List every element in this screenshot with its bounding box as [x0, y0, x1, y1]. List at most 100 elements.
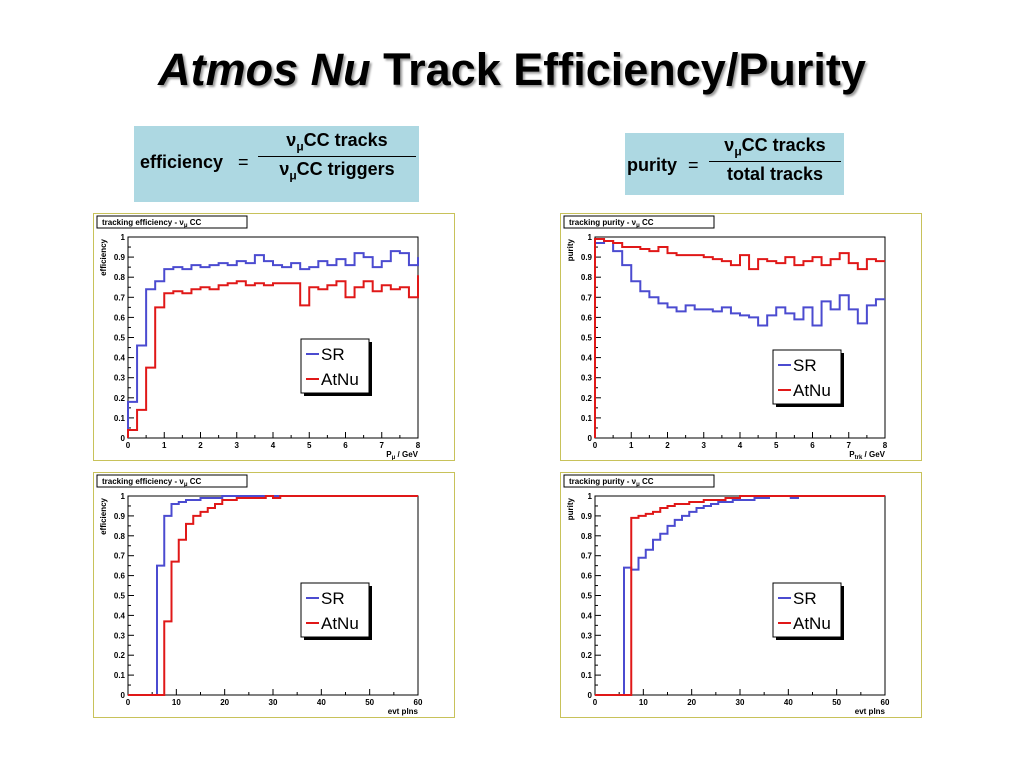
plot-frame: [594, 236, 886, 439]
y-tick-label: 0.2: [581, 394, 593, 403]
mu-subscript: μ: [296, 139, 304, 154]
y-tick-label: 0.1: [114, 414, 126, 423]
x-tick-label: 0: [126, 441, 131, 450]
formula-denominator: νμCC triggers: [258, 157, 416, 183]
y-tick-label: 0.6: [581, 572, 593, 581]
x-axis-label: Ptrk / GeV: [849, 450, 885, 460]
y-tick-label: 0.4: [581, 354, 593, 363]
series-line-atnu: [127, 275, 419, 438]
y-tick-label: 0.3: [114, 374, 126, 383]
y-tick-label: 0.5: [114, 592, 126, 601]
y-tick-label: 0.4: [114, 611, 126, 620]
y-tick-label: 0.8: [114, 532, 126, 541]
purity-vs-planes-panel: tracking purity - νμ CC 0 0.1 0.2 0.3 0.4 0.5 0…: [560, 472, 922, 718]
x-tick-label: 60: [881, 698, 890, 707]
y-tick-label: 0: [121, 434, 126, 443]
formula-denominator: total tracks: [726, 163, 824, 184]
y-tick-label: 0.6: [581, 313, 593, 322]
y-tick-label: 1: [121, 233, 126, 242]
formula-lhs: efficiency: [140, 152, 224, 172]
y-tick-label: 0.9: [114, 512, 126, 521]
x-tick-label: 5: [774, 441, 779, 450]
x-tick-label: 3: [702, 441, 707, 450]
purity-vs-momentum-panel: tracking purity - νμ CC 0 0.1 0.2 0.3 0.4 0.5 0…: [560, 213, 922, 461]
y-tick-label: 0.1: [581, 414, 593, 423]
y-tick-label: 0.8: [581, 273, 593, 282]
y-tick-label: 1: [121, 492, 126, 501]
title-italic: Atmos Nu: [158, 44, 371, 95]
panel-title-box: tracking efficiency - νμ CC: [96, 215, 248, 229]
panel-title: tracking efficiency - νμ CC: [102, 477, 201, 488]
formula-fraction: νμCC tracks νμCC triggers: [258, 130, 416, 182]
x-tick-label: 7: [847, 441, 852, 450]
y-tick-label: 0.2: [114, 394, 126, 403]
legend: SR AtNu: [772, 582, 844, 640]
legend-label-atnu: AtNu: [793, 381, 831, 400]
legend-label-atnu: AtNu: [793, 614, 831, 633]
y-tick-label: 0.5: [114, 334, 126, 343]
y-tick-label: 0: [588, 691, 593, 700]
x-tick-label: 40: [317, 698, 326, 707]
panel-title: tracking purity - νμ CC: [569, 218, 654, 229]
title-rest: Track Efficiency/Purity: [370, 44, 866, 95]
x-tick-label: 20: [687, 698, 696, 707]
nu-symbol: ν: [279, 158, 290, 179]
y-tick-label: 1: [588, 233, 593, 242]
formula-lhs: purity: [627, 155, 678, 175]
purity-formula: purity = νμCC tracks total tracks: [625, 133, 844, 195]
legend-label-atnu: AtNu: [321, 370, 359, 389]
y-tick-label: 0.4: [114, 354, 126, 363]
x-tick-label: 2: [198, 441, 203, 450]
y-axis-label: efficiency: [99, 238, 108, 275]
x-tick-label: 1: [629, 441, 634, 450]
y-tick-label: 0.7: [114, 552, 126, 561]
formula-fraction: νμCC tracks total tracks: [709, 135, 841, 185]
y-tick-label: 0.8: [114, 273, 126, 282]
chart-svg: tracking purity - νμ CC 0 0.1 0.2 0.3 0.4 0.5 0…: [563, 215, 888, 460]
y-tick-label: 0: [121, 691, 126, 700]
x-tick-label: 5: [307, 441, 312, 450]
x-axis-label: evt plns: [388, 707, 419, 716]
y-tick-label: 0.3: [581, 631, 593, 640]
y-tick-label: 0: [588, 434, 593, 443]
panel-title-box: tracking purity - νμ CC: [563, 474, 715, 488]
y-tick-label: 0.7: [114, 293, 126, 302]
efficiency-vs-momentum-panel: tracking efficiency - νμ CC 0 0.1 0.2 0.3 0.4…: [93, 213, 455, 461]
y-tick-label: 0.5: [581, 592, 593, 601]
numerator-text: CC tracks: [741, 135, 826, 155]
x-tick-label: 10: [639, 698, 648, 707]
efficiency-vs-planes-panel: tracking efficiency - νμ CC 0 0.1 0.2 0.3 0.4…: [93, 472, 455, 718]
y-tick-label: 0.5: [581, 334, 593, 343]
x-tick-label: 60: [414, 698, 423, 707]
fraction-bar: [258, 155, 416, 157]
formula-numerator: νμCC tracks: [258, 130, 416, 156]
x-tick-label: 2: [665, 441, 670, 450]
series-line-atnu: [594, 238, 885, 438]
panel-title-box: tracking efficiency - νμ CC: [96, 474, 248, 488]
y-tick-label: 0.3: [114, 631, 126, 640]
y-tick-label: 0.6: [114, 572, 126, 581]
formula-equals: =: [688, 155, 699, 175]
series-line-sr: [127, 250, 419, 438]
x-tick-label: 10: [172, 698, 181, 707]
y-tick-label: 0.8: [581, 532, 593, 541]
y-tick-label: 0.1: [581, 671, 593, 680]
y-axis-label: purity: [566, 497, 575, 520]
x-tick-label: 6: [343, 441, 348, 450]
panel-title: tracking purity - νμ CC: [569, 477, 654, 488]
y-tick-label: 0.7: [581, 552, 593, 561]
y-tick-label: 1: [588, 492, 593, 501]
formula-numerator: νμCC tracks: [709, 135, 841, 161]
nu-symbol: ν: [286, 130, 297, 150]
x-axis-label: Pμ / GeV: [386, 450, 418, 460]
y-tick-label: 0.9: [581, 512, 593, 521]
nu-symbol: ν: [724, 135, 735, 155]
x-tick-label: 40: [784, 698, 793, 707]
legend-label-sr: SR: [793, 356, 817, 375]
y-tick-label: 0.7: [581, 293, 593, 302]
x-tick-label: 1: [162, 441, 167, 450]
x-tick-label: 0: [593, 441, 598, 450]
legend: SR AtNu: [300, 338, 372, 396]
chart-svg: tracking purity - νμ CC 0 0.1 0.2 0.3 0.4 0.5 0…: [563, 474, 890, 716]
series-line-atnu: [128, 495, 418, 696]
